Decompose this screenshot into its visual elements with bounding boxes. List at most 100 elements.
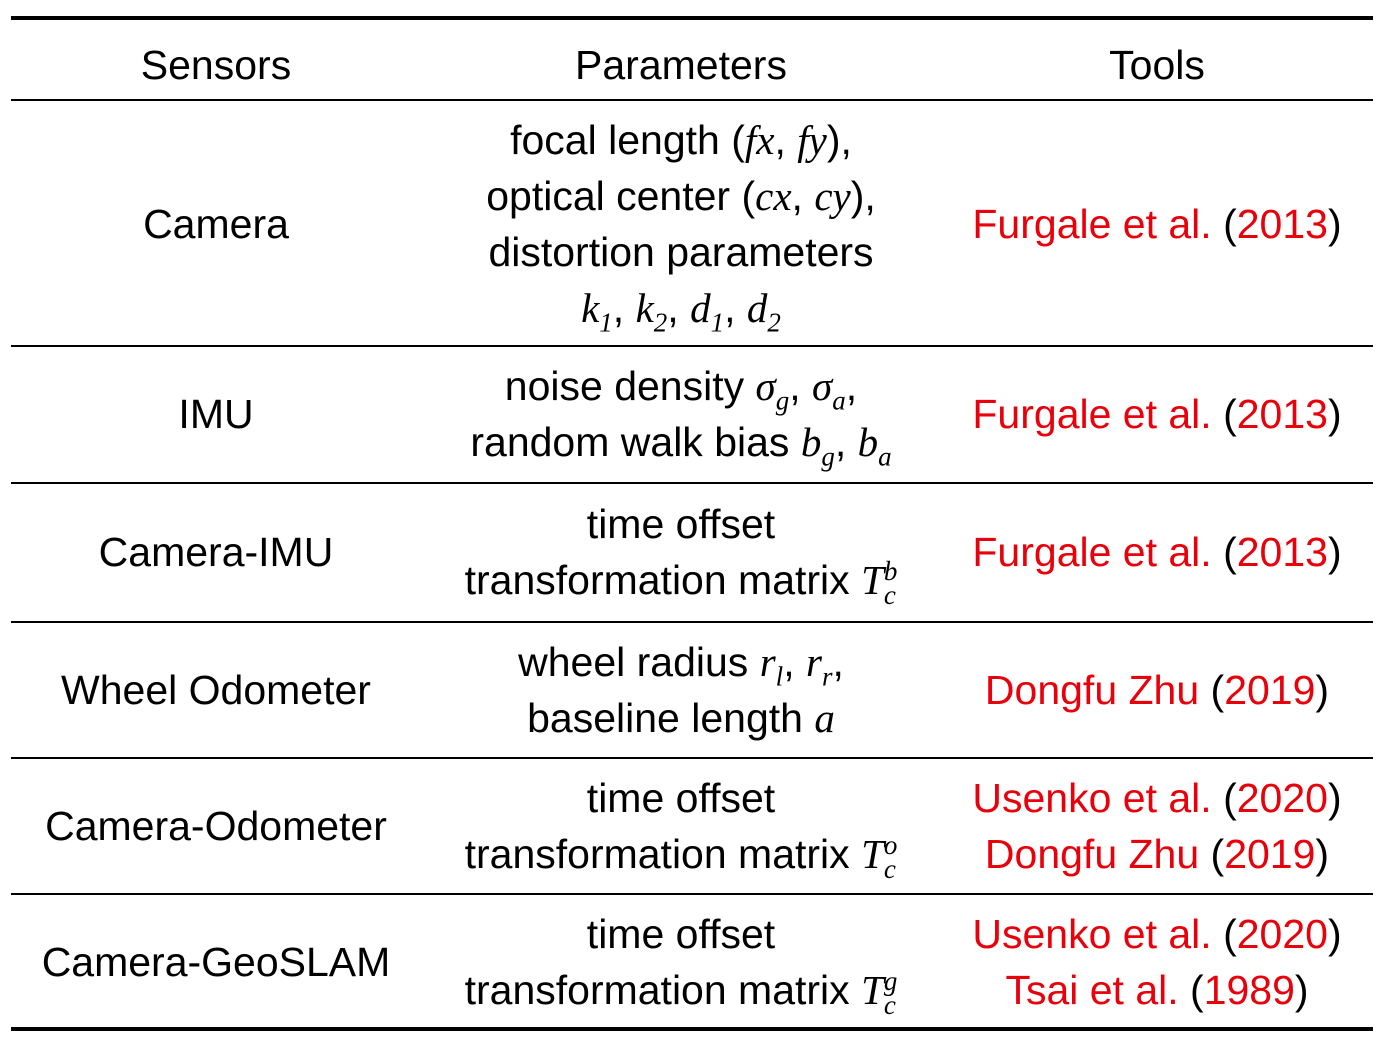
math-sigma-a: σa [812, 363, 846, 416]
param-text: transformation matrix [464, 830, 862, 877]
param-line: time offset [586, 501, 776, 547]
sensor-name: Camera-GeoSLAM [41, 938, 391, 985]
citation[interactable]: Dongfu Zhu (2019) [941, 662, 1373, 718]
citation[interactable]: Usenko et al. (2020) [941, 906, 1373, 962]
table-row: IMU noise density σg, σa, random walk bi… [11, 347, 1373, 481]
math-b-g: bg [800, 419, 835, 472]
param-text: ), [826, 117, 852, 163]
param-text: , [832, 638, 844, 685]
citation-author[interactable]: Furgale et al. [972, 529, 1212, 575]
citation[interactable]: Usenko et al. (2020) [941, 770, 1373, 826]
citation-author[interactable]: Usenko et al. [972, 774, 1212, 821]
citation-year[interactable]: 1989 [1203, 966, 1295, 1013]
citation-paren: ( [1199, 666, 1225, 713]
row-rule [11, 621, 1373, 623]
table-row: Camera-GeoSLAM time offset transformatio… [11, 895, 1373, 1028]
math-k1: k1 [581, 285, 613, 338]
citation-paren: ( [1178, 966, 1204, 1013]
math-k2: k2 [635, 285, 668, 338]
citation-paren: ( [1199, 830, 1225, 877]
table-row: Camera-IMU time offset transformation ma… [11, 484, 1373, 620]
tools-cell: Furgale et al. (2013) [941, 386, 1373, 442]
param-text: focal length ( [510, 117, 745, 163]
param-text: optical center ( [486, 173, 756, 219]
citation-author[interactable]: Tsai et al. [1005, 966, 1179, 1013]
citation-year[interactable]: 2013 [1236, 201, 1328, 247]
citation-year[interactable]: 2013 [1236, 391, 1328, 437]
param-text: , [789, 363, 813, 409]
param-line: distortion parameters [488, 229, 874, 275]
citation-author[interactable]: Dongfu Zhu [984, 830, 1200, 877]
citation-paren: ) [1327, 391, 1342, 437]
citation-paren: ( [1211, 774, 1237, 821]
header-rule [11, 99, 1373, 101]
param-text: wheel radius [518, 638, 760, 685]
math-T: T [861, 830, 884, 877]
row-rule [11, 757, 1373, 759]
param-line: noise density σg, σa, [421, 358, 941, 414]
param-text: noise density [504, 363, 756, 409]
math-T: T [861, 966, 884, 1013]
citation-author[interactable]: Furgale et al. [972, 391, 1212, 437]
citation-paren: ) [1327, 910, 1342, 957]
header-tools: Tools [1109, 42, 1205, 88]
tools-cell: Furgale et al. (2013) [941, 524, 1373, 580]
math-r-l: rl [759, 638, 784, 691]
citation-paren: ) [1327, 529, 1342, 575]
math-d2: d2 [746, 285, 781, 338]
citation-year[interactable]: 2019 [1224, 830, 1316, 877]
citation-year[interactable]: 2020 [1236, 774, 1328, 821]
citation[interactable]: Furgale et al. (2013) [941, 524, 1373, 580]
math-sigma-g: σg [755, 363, 790, 416]
param-line: focal length (fx, fy), [421, 112, 941, 168]
citation-paren: ) [1327, 774, 1342, 821]
param-text: , [667, 285, 691, 331]
header-row: Sensors Parameters Tools [11, 32, 1373, 98]
citation-paren: ( [1211, 391, 1237, 437]
param-text: , [791, 173, 815, 219]
citation-author[interactable]: Usenko et al. [972, 910, 1212, 957]
citation[interactable]: Dongfu Zhu (2019) [941, 826, 1373, 882]
citation[interactable]: Tsai et al. (1989) [941, 962, 1373, 1018]
row-rule [11, 345, 1373, 347]
parameters-cell: focal length (fx, fy), optical center (c… [421, 112, 941, 336]
row-rule [11, 893, 1373, 895]
citation-year[interactable]: 2013 [1236, 529, 1328, 575]
param-text: random walk bias [470, 419, 801, 465]
param-line: wheel radius rl, rr, [421, 634, 941, 690]
sensor-name: Camera-Odometer [45, 802, 387, 849]
citation[interactable]: Furgale et al. (2013) [941, 196, 1373, 252]
citation-year[interactable]: 2019 [1224, 666, 1316, 713]
parameters-cell: noise density σg, σa, random walk bias b… [421, 358, 941, 470]
param-text: , [783, 638, 806, 685]
param-text: , [845, 363, 858, 409]
citation-paren: ) [1294, 966, 1309, 1013]
header-parameters: Parameters [575, 42, 787, 88]
citation-author[interactable]: Furgale et al. [972, 201, 1212, 247]
param-line: k1, k2, d1, d2 [421, 280, 941, 336]
param-line: time offset [586, 774, 776, 821]
tools-cell: Usenko et al. (2020) Dongfu Zhu (2019) [941, 770, 1373, 882]
param-text: , [834, 419, 858, 465]
table-row: Camera-Odometer time offset transformati… [11, 759, 1373, 892]
param-text: transformation matrix [464, 557, 862, 603]
citation-author[interactable]: Dongfu Zhu [984, 666, 1200, 713]
citation[interactable]: Furgale et al. (2013) [941, 386, 1373, 442]
param-line: random walk bias bg, ba [421, 414, 941, 470]
citation-year[interactable]: 2020 [1236, 910, 1328, 957]
tools-cell: Usenko et al. (2020) Tsai et al. (1989) [941, 906, 1373, 1018]
math-a: a [814, 694, 835, 741]
tools-cell: Furgale et al. (2013) [941, 196, 1373, 252]
table-row: Camera focal length (fx, fy), optical ce… [11, 104, 1373, 344]
citation-paren: ) [1315, 830, 1330, 877]
citation-paren: ) [1315, 666, 1330, 713]
sensor-name: Wheel Odometer [61, 666, 371, 713]
param-text: transformation matrix [464, 966, 862, 1013]
